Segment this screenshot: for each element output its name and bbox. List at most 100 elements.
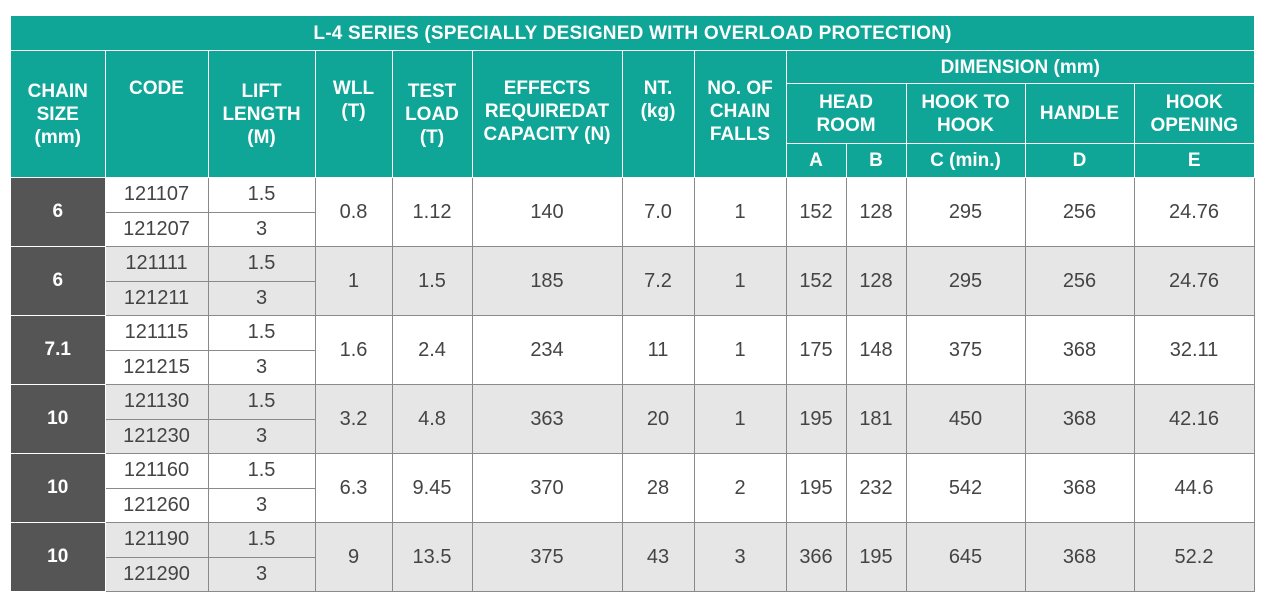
header-code: CODE xyxy=(104,50,209,178)
cell-code: 121160 xyxy=(104,453,209,489)
table-header: L-4 SERIES (SPECIALLY DESIGNED WITH OVER… xyxy=(11,16,1255,178)
cell-lift-length: 3 xyxy=(207,349,316,385)
cell-dim-a: 366 xyxy=(785,522,847,592)
header-nt: NT. (kg) xyxy=(621,50,695,178)
header-chain-size-line3: (mm) xyxy=(34,126,81,148)
cell-chain-falls: 1 xyxy=(693,246,787,316)
cell-nt: 11 xyxy=(621,315,695,385)
cell-dim-d: 368 xyxy=(1024,522,1135,592)
table-row: 121211 3 xyxy=(11,280,1254,316)
cell-test-load: 1.12 xyxy=(391,177,473,247)
cell-chain-size: 6 xyxy=(11,177,106,247)
cell-code: 121230 xyxy=(104,418,209,454)
cell-dim-b: 148 xyxy=(845,315,907,385)
cell-effects: 140 xyxy=(471,177,623,247)
header-head-room-line2: ROOM xyxy=(816,114,876,136)
header-test-load-line1: TEST xyxy=(407,80,457,102)
cell-nt: 7.0 xyxy=(621,177,695,247)
cell-dim-a: 195 xyxy=(785,384,847,454)
header-lift-length: LIFT LENGTH (M) xyxy=(207,50,316,178)
header-test-load-line2: LOAD xyxy=(405,103,459,125)
cell-dim-c: 295 xyxy=(905,246,1026,316)
cell-nt: 7.2 xyxy=(621,246,695,316)
cell-dim-a: 195 xyxy=(785,453,847,523)
cell-chain-falls: 1 xyxy=(693,384,787,454)
cell-effects: 363 xyxy=(471,384,623,454)
header-lift-length-line1: LIFT xyxy=(241,80,282,102)
header-handle: HANDLE xyxy=(1024,83,1135,144)
header-head-room-line1: HEAD xyxy=(819,91,873,113)
cell-code: 121190 xyxy=(104,522,209,558)
cell-test-load: 4.8 xyxy=(391,384,473,454)
cell-dim-a: 152 xyxy=(785,246,847,316)
header-chain-falls-line2: CHAIN xyxy=(709,101,771,122)
cell-lift-length: 1.5 xyxy=(207,453,316,489)
cell-chain-size: 10 xyxy=(11,453,106,523)
cell-wll: 9 xyxy=(314,522,393,592)
header-effects: EFFECTS REQUIREDAT CAPACITY (N) xyxy=(471,50,623,178)
cell-nt: 28 xyxy=(621,453,695,523)
cell-code: 121290 xyxy=(104,556,209,592)
cell-lift-length: 1.5 xyxy=(207,246,316,282)
cell-chain-size: 6 xyxy=(11,246,106,316)
cell-chain-size: 10 xyxy=(11,384,106,454)
cell-dim-e: 32.11 xyxy=(1133,315,1255,385)
header-wll: WLL (T) xyxy=(314,50,393,178)
cell-dim-d: 368 xyxy=(1024,453,1135,523)
cell-code: 121215 xyxy=(104,349,209,385)
header-col-b: B xyxy=(845,143,907,178)
header-col-d: D xyxy=(1024,143,1135,178)
cell-dim-d: 256 xyxy=(1024,177,1135,247)
cell-code: 121115 xyxy=(104,315,209,351)
cell-lift-length: 3 xyxy=(207,418,316,454)
header-hook-opening: HOOK OPENING xyxy=(1133,83,1255,144)
header-hook-to-hook-line1: HOOK TO xyxy=(921,91,1010,113)
cell-dim-c: 542 xyxy=(905,453,1026,523)
table-row: 7.1 121115 1.5 1.6 2.4 234 11 1 175 148 375 368 32.1… xyxy=(11,315,1255,385)
cell-dim-d: 256 xyxy=(1024,246,1135,316)
header-chain-falls-line3: FALLS xyxy=(709,124,771,145)
header-col-e: E xyxy=(1133,143,1255,178)
cell-code: 121211 xyxy=(104,280,209,316)
cell-wll: 0.8 xyxy=(314,177,393,247)
header-effects-line3: CAPACITY (N) xyxy=(483,124,611,145)
header-hook-opening-line2: OPENING xyxy=(1150,114,1239,136)
cell-dim-d: 368 xyxy=(1024,384,1135,454)
cell-chain-falls: 3 xyxy=(693,522,787,592)
table-row: 121215 3 xyxy=(11,349,1254,385)
table-row: 121230 3 xyxy=(11,418,1254,454)
cell-chain-size: 10 xyxy=(11,522,106,592)
table-row: 10 121160 1.5 6.3 9.45 370 28 2 195 232 542 368 44.6 xyxy=(11,453,1255,523)
table-row: 121207 3 xyxy=(11,211,1254,247)
header-test-load-line3: (T) xyxy=(419,126,445,148)
table-row: 6 121111 1.5 1 1.5 185 7.2 1 152 128 295 256 24.76 xyxy=(11,246,1255,316)
cell-dim-d: 368 xyxy=(1024,315,1135,385)
cell-code: 121207 xyxy=(104,211,209,247)
cell-lift-length: 3 xyxy=(207,556,316,592)
cell-dim-e: 42.16 xyxy=(1133,384,1255,454)
cell-dim-b: 232 xyxy=(845,453,907,523)
header-chain-size-line1: CHAIN xyxy=(27,80,88,102)
cell-effects: 370 xyxy=(471,453,623,523)
header-wll-line1: WLL xyxy=(332,78,375,99)
header-col-c: C (min.) xyxy=(905,143,1026,178)
cell-test-load: 13.5 xyxy=(391,522,473,592)
cell-dim-c: 375 xyxy=(905,315,1026,385)
cell-lift-length: 1.5 xyxy=(207,384,316,420)
cell-effects: 185 xyxy=(471,246,623,316)
cell-dim-e: 52.2 xyxy=(1133,522,1255,592)
header-hook-to-hook: HOOK TO HOOK xyxy=(905,83,1026,144)
cell-lift-length: 3 xyxy=(207,211,316,247)
cell-dim-b: 195 xyxy=(845,522,907,592)
cell-test-load: 2.4 xyxy=(391,315,473,385)
table-row: 121290 3 xyxy=(11,556,1254,592)
table-row: 121260 3 xyxy=(11,487,1254,523)
header-lift-length-line2: LENGTH xyxy=(222,103,301,125)
table-row: 10 121190 1.5 9 13.5 375 43 3 366 195 645 368 52.2 xyxy=(11,522,1255,592)
table-body: 6 121107 1.5 0.8 1.12 140 7.0 1 152 128 295 256 24.7… xyxy=(11,177,1255,592)
cell-nt: 43 xyxy=(621,522,695,592)
cell-chain-size: 7.1 xyxy=(11,315,106,385)
header-hook-opening-line1: HOOK xyxy=(1165,91,1223,113)
header-effects-line1: EFFECTS xyxy=(503,78,591,99)
header-dimension: DIMENSION (mm) xyxy=(785,50,1255,84)
